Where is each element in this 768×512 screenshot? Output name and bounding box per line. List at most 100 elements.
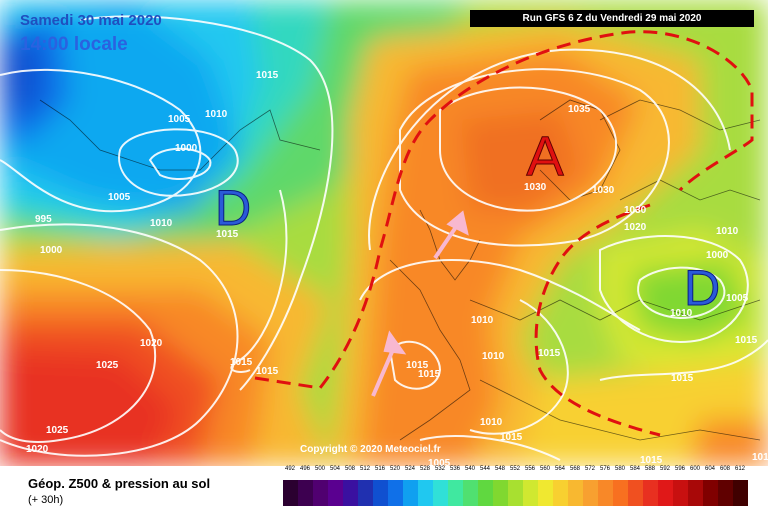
isobar-pressure-label: 1005 bbox=[428, 458, 451, 466]
legend-color-swatch bbox=[733, 480, 748, 506]
legend-color-swatch bbox=[298, 480, 313, 506]
legend-value-label: 520 bbox=[389, 466, 400, 472]
isobar-pressure-label: 1005 bbox=[168, 114, 191, 125]
legend-color-swatch bbox=[343, 480, 358, 506]
isobar-pressure-label: 1015 bbox=[256, 366, 279, 377]
high-pressure-letter: A bbox=[526, 124, 564, 187]
legend-value-label: 504 bbox=[329, 466, 340, 472]
isobar-labels: 1015 1005 1010 1000 1005 1010 1015 995 1000 1020 1… bbox=[26, 70, 768, 466]
legend-color-swatch bbox=[643, 480, 658, 506]
isobar-pressure-label: 1000 bbox=[706, 250, 729, 261]
legend-color-swatch bbox=[673, 480, 688, 506]
legend-value-label: 544 bbox=[479, 466, 490, 472]
legend-color-swatch bbox=[628, 480, 643, 506]
isobars bbox=[0, 15, 768, 461]
isobar-pressure-label: 1010 bbox=[471, 315, 494, 326]
geopotential-field bbox=[0, 0, 768, 466]
legend-color-swatch bbox=[553, 480, 568, 506]
isobar-pressure-label: 1015 bbox=[230, 357, 253, 368]
isobar-pressure-label: 1015 bbox=[256, 70, 279, 81]
legend-value-label: 608 bbox=[719, 466, 730, 472]
isobar-pressure-label: 1020 bbox=[140, 338, 163, 349]
isobar-pressure-label: 1015 bbox=[418, 369, 441, 380]
isobar-pressure-label: 1020 bbox=[26, 444, 49, 455]
map-title: Géop. Z500 & pression au sol bbox=[28, 476, 211, 491]
legend-color-swatch bbox=[358, 480, 373, 506]
legend-color-swatch bbox=[598, 480, 613, 506]
isobar-pressure-label: 995 bbox=[35, 214, 52, 225]
legend-value-label: 592 bbox=[659, 466, 670, 472]
isobar-pressure-label: 1035 bbox=[568, 104, 591, 115]
legend-color-swatch bbox=[538, 480, 553, 506]
legend-color-swatch bbox=[718, 480, 733, 506]
legend-value-label: 536 bbox=[449, 466, 460, 472]
legend-color-swatch bbox=[688, 480, 703, 506]
legend-value-label: 600 bbox=[689, 466, 700, 472]
legend-value-label: 564 bbox=[554, 466, 565, 472]
legend-value-label: 596 bbox=[674, 466, 685, 472]
legend-value-label: 552 bbox=[509, 466, 520, 472]
legend-value-label: 524 bbox=[404, 466, 415, 472]
isobar-pressure-label: 1015 bbox=[671, 373, 694, 384]
legend-value-label: 604 bbox=[704, 466, 715, 472]
legend-value-label: 492 bbox=[284, 466, 295, 472]
legend-color-swatch bbox=[493, 480, 508, 506]
legend-color-swatch bbox=[523, 480, 538, 506]
isobar-pressure-label: 1010 bbox=[752, 452, 768, 463]
isobar-pressure-label: 1000 bbox=[175, 143, 198, 154]
legend-color-swatch bbox=[703, 480, 718, 506]
legend-color-swatch bbox=[613, 480, 628, 506]
legend-color-swatch bbox=[583, 480, 598, 506]
legend-value-label: 540 bbox=[464, 466, 475, 472]
isobar-pressure-label: 1025 bbox=[46, 425, 69, 436]
legend-value-label: 572 bbox=[584, 466, 595, 472]
low-pressure-letter: D bbox=[684, 260, 720, 316]
low-pressure-letter: D bbox=[215, 180, 251, 236]
legend-value-label: 528 bbox=[419, 466, 430, 472]
legend-color-swatch bbox=[568, 480, 583, 506]
legend-value-label: 496 bbox=[299, 466, 310, 472]
legend-value-label: 588 bbox=[644, 466, 655, 472]
isobar-pressure-label: 1030 bbox=[624, 205, 647, 216]
isobar-pressure-label: 1030 bbox=[592, 185, 615, 196]
isobar-pressure-label: 1010 bbox=[150, 218, 173, 229]
isobar-pressure-label: 1015 bbox=[538, 348, 561, 359]
isobar-pressure-label: 1010 bbox=[482, 351, 505, 362]
isobar-pressure-label: 1000 bbox=[40, 245, 63, 256]
legend-value-label: 500 bbox=[314, 466, 325, 472]
flow-arrows bbox=[371, 210, 469, 397]
legend-value-label: 580 bbox=[614, 466, 625, 472]
legend-color-swatch bbox=[313, 480, 328, 506]
trough-lines bbox=[254, 30, 754, 437]
legend-value-label: 512 bbox=[359, 466, 370, 472]
legend-value-label: 556 bbox=[524, 466, 535, 472]
isobar-pressure-label: 1020 bbox=[624, 222, 647, 233]
isobar-pressure-label: 1010 bbox=[670, 308, 693, 319]
legend-color-swatch bbox=[388, 480, 403, 506]
legend-value-label: 584 bbox=[629, 466, 640, 472]
weather-map: A D D 1015 1005 1010 1000 1005 1010 1015 995 100… bbox=[0, 0, 768, 466]
legend-value-label: 612 bbox=[734, 466, 745, 472]
legend-color-swatch bbox=[403, 480, 418, 506]
copyright-notice: Copyright © 2020 Meteociel.fr bbox=[300, 444, 441, 455]
model-run-info: Run GFS 6 Z du Vendredi 29 mai 2020 bbox=[470, 10, 754, 27]
isobar-pressure-label: 1025 bbox=[96, 360, 119, 371]
legend-color-swatch bbox=[478, 480, 493, 506]
isobar-pressure-label: 1010 bbox=[480, 417, 503, 428]
isobar-pressure-label: 1015 bbox=[406, 360, 429, 371]
isobar-pressure-label: 1015 bbox=[216, 229, 239, 240]
forecast-offset: (+ 30h) bbox=[28, 494, 64, 506]
isobar-pressure-label: 1015 bbox=[735, 335, 758, 346]
legend-value-label: 560 bbox=[539, 466, 550, 472]
forecast-local-time: 14:00 locale bbox=[20, 34, 128, 55]
isobar-pressure-label: 1015 bbox=[640, 455, 663, 466]
legend-color-swatch bbox=[448, 480, 463, 506]
legend-color-swatch bbox=[508, 480, 523, 506]
forecast-date: Samedi 30 mai 2020 bbox=[20, 12, 162, 29]
legend-color-swatch bbox=[463, 480, 478, 506]
legend-color-swatch bbox=[418, 480, 433, 506]
legend-color-swatch bbox=[373, 480, 388, 506]
isobar-pressure-label: 1010 bbox=[205, 109, 228, 120]
legend-value-label: 508 bbox=[344, 466, 355, 472]
legend-value-label: 532 bbox=[434, 466, 445, 472]
